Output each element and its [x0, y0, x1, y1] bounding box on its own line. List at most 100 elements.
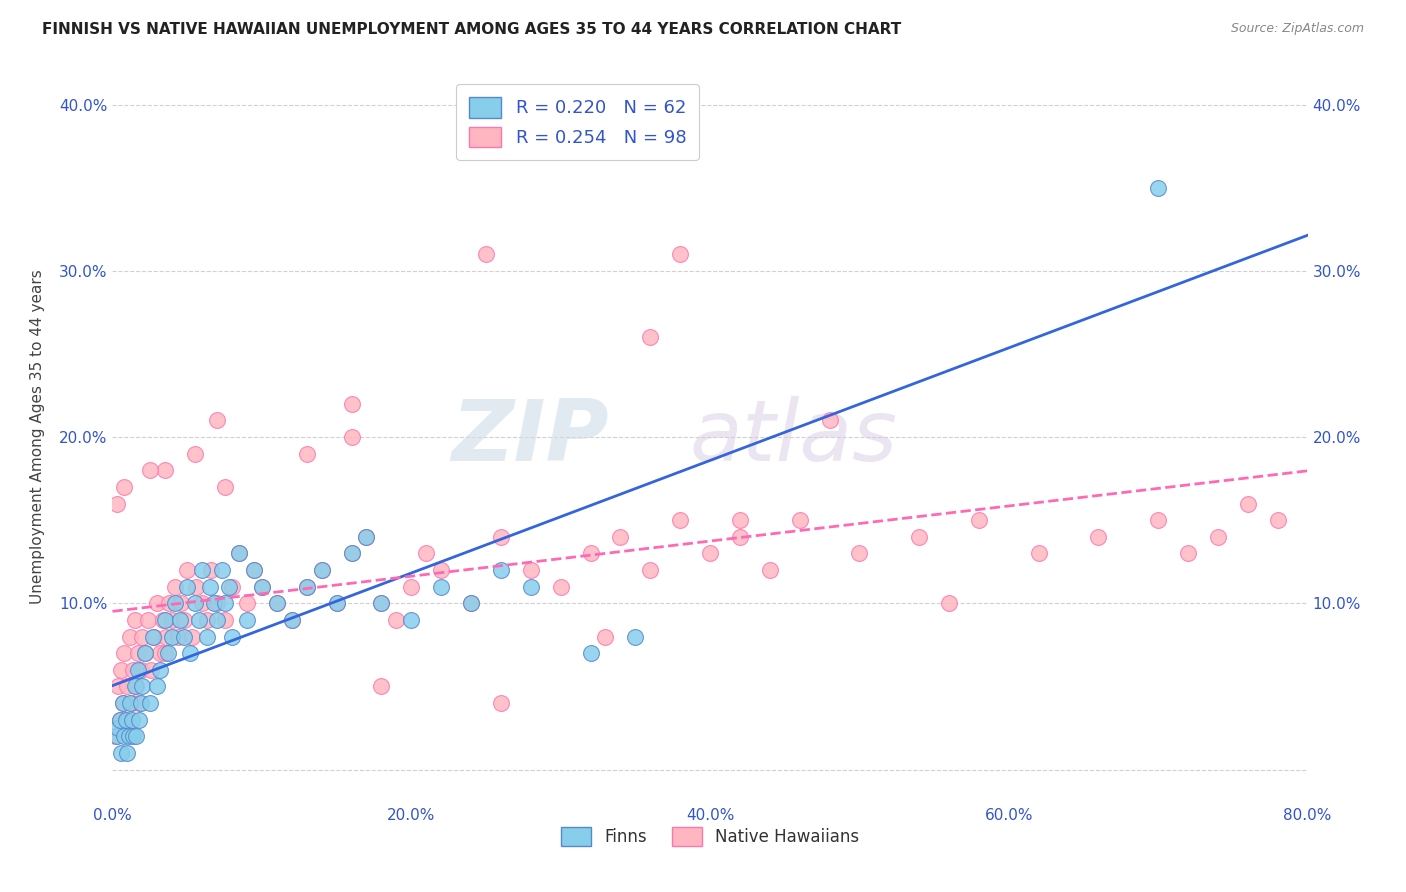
Point	[115, 713, 138, 727]
Point	[122, 663, 145, 677]
Point	[122, 729, 145, 743]
Point	[188, 613, 211, 627]
Point	[460, 596, 482, 610]
Point	[191, 563, 214, 577]
Point	[105, 497, 128, 511]
Point	[266, 596, 288, 610]
Point	[127, 646, 149, 660]
Point	[401, 613, 423, 627]
Point	[134, 646, 156, 660]
Point	[183, 596, 205, 610]
Point	[111, 696, 134, 710]
Y-axis label: Unemployment Among Ages 35 to 44 years: Unemployment Among Ages 35 to 44 years	[31, 269, 45, 605]
Point	[214, 480, 236, 494]
Point	[128, 696, 150, 710]
Point	[236, 596, 259, 610]
Point	[108, 713, 131, 727]
Point	[370, 680, 392, 694]
Point	[173, 613, 195, 627]
Point	[609, 530, 631, 544]
Point	[228, 546, 250, 560]
Point	[152, 613, 174, 627]
Point	[183, 447, 205, 461]
Point	[114, 480, 135, 494]
Point	[475, 247, 498, 261]
Point	[818, 413, 841, 427]
Text: atlas: atlas	[690, 395, 897, 479]
Point	[550, 580, 572, 594]
Point	[281, 613, 304, 627]
Legend: Finns, Native Hawaiians: Finns, Native Hawaiians	[554, 821, 866, 853]
Point	[125, 729, 148, 743]
Point	[157, 596, 180, 610]
Point	[243, 563, 266, 577]
Point	[489, 530, 512, 544]
Point	[121, 696, 143, 710]
Point	[430, 580, 453, 594]
Point	[385, 613, 408, 627]
Point	[149, 663, 172, 677]
Point	[489, 563, 512, 577]
Point	[520, 563, 543, 577]
Point	[1147, 180, 1170, 194]
Point	[118, 729, 141, 743]
Point	[340, 430, 363, 444]
Point	[131, 630, 153, 644]
Point	[169, 613, 191, 627]
Point	[214, 596, 236, 610]
Point	[110, 746, 132, 760]
Point	[228, 546, 250, 560]
Point	[111, 696, 134, 710]
Point	[211, 563, 233, 577]
Point	[153, 613, 176, 627]
Point	[250, 580, 273, 594]
Point	[340, 546, 363, 560]
Point	[370, 596, 392, 610]
Point	[789, 513, 811, 527]
Point	[146, 680, 169, 694]
Point	[195, 613, 218, 627]
Point	[165, 596, 187, 610]
Point	[115, 713, 138, 727]
Point	[1237, 497, 1260, 511]
Point	[1028, 546, 1050, 560]
Point	[699, 546, 721, 560]
Point	[370, 596, 392, 610]
Point	[579, 546, 602, 560]
Point	[128, 713, 150, 727]
Point	[173, 630, 195, 644]
Point	[120, 696, 142, 710]
Point	[460, 596, 482, 610]
Point	[624, 630, 647, 644]
Point	[1147, 513, 1170, 527]
Point	[195, 630, 218, 644]
Point	[1206, 530, 1229, 544]
Point	[120, 630, 142, 644]
Point	[125, 680, 148, 694]
Text: ZIP: ZIP	[451, 395, 609, 479]
Point	[170, 596, 193, 610]
Point	[124, 613, 146, 627]
Point	[205, 596, 228, 610]
Point	[142, 630, 165, 644]
Point	[579, 646, 602, 660]
Point	[165, 580, 187, 594]
Point	[640, 330, 662, 344]
Point	[401, 580, 423, 594]
Point	[236, 613, 259, 627]
Point	[218, 580, 240, 594]
Point	[640, 563, 662, 577]
Point	[311, 563, 333, 577]
Point	[107, 721, 129, 735]
Point	[266, 596, 288, 610]
Point	[179, 646, 201, 660]
Point	[143, 630, 166, 644]
Point	[155, 630, 177, 644]
Text: Source: ZipAtlas.com: Source: ZipAtlas.com	[1230, 22, 1364, 36]
Point	[295, 580, 318, 594]
Point	[728, 530, 751, 544]
Point	[202, 596, 225, 610]
Point	[124, 680, 146, 694]
Point	[250, 580, 273, 594]
Point	[669, 513, 692, 527]
